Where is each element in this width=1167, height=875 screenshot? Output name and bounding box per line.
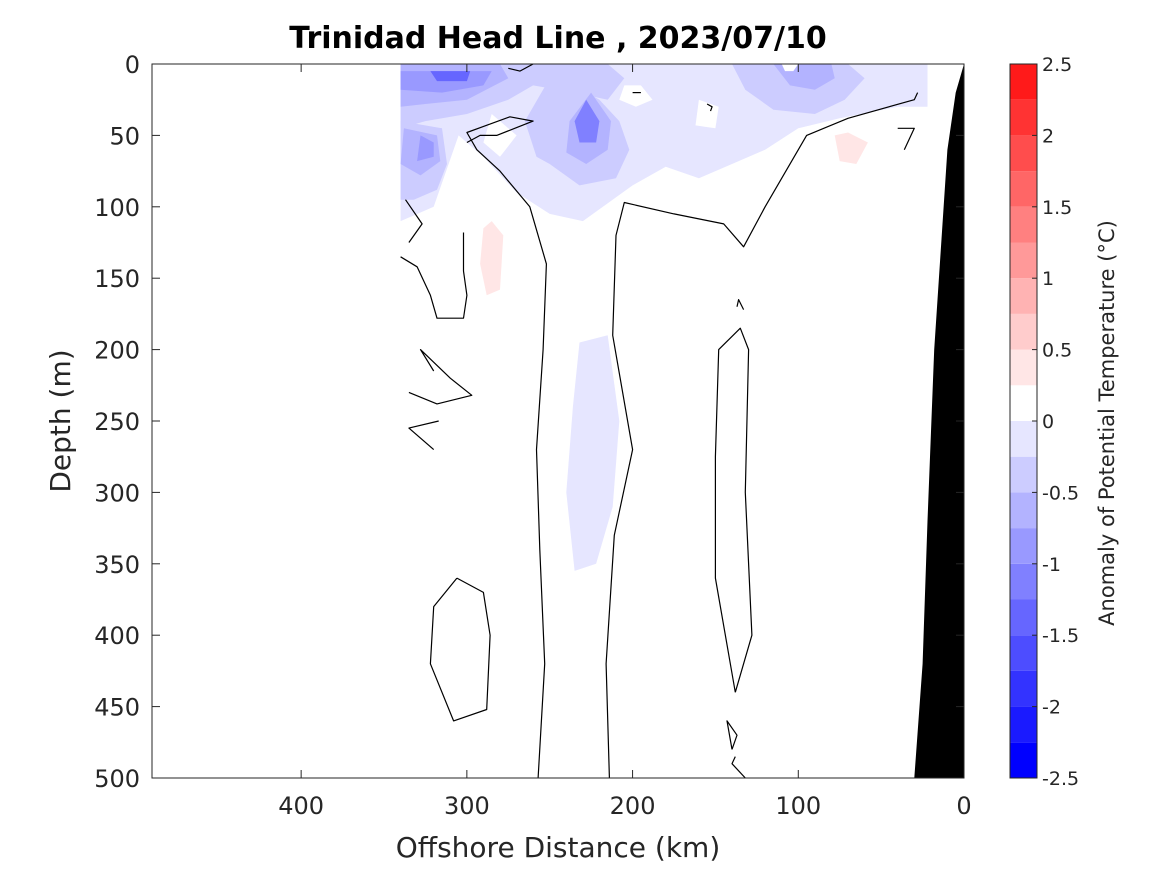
zero-contour-line [736, 299, 745, 310]
colorbar-swatch [1010, 349, 1037, 386]
anomaly-region-positive [907, 106, 951, 657]
colorbar-swatch [1010, 742, 1037, 778]
zero-contour-line [726, 720, 738, 750]
colorbar-swatch [1010, 171, 1037, 207]
anomaly-region-negative [574, 99, 600, 143]
y-tick-label: 0 [125, 51, 140, 79]
y-tick-label: 150 [94, 265, 140, 293]
zero-contour-line [605, 92, 919, 778]
anomaly-region-positive [834, 132, 868, 164]
y-tick-label: 350 [94, 551, 140, 579]
anomaly-region-positive [447, 192, 530, 564]
x-tick-label: 100 [775, 792, 821, 820]
colorbar-swatch [1010, 385, 1037, 421]
zero-contour-layer [400, 64, 919, 778]
colorbar-swatch [1010, 635, 1037, 671]
y-tick-label: 200 [94, 337, 140, 365]
y-tick-label: 250 [94, 408, 140, 436]
anomaly-region-neutral [781, 64, 799, 72]
colorbar-swatch [1010, 706, 1037, 743]
anomaly-region-negative [566, 335, 620, 571]
anomaly-region-neutral [619, 85, 653, 107]
colorbar-tick-label: 0.5 [1042, 340, 1072, 362]
colorbar-tick-label: 2 [1042, 125, 1054, 147]
colorbar-label: Anomaly of Potential Temperature (°C) [1095, 220, 1119, 626]
x-tick-label: 400 [278, 792, 324, 820]
chart-title: Trinidad Head Line , 2023/07/10 [289, 21, 826, 56]
bathymetry-layer [914, 64, 964, 778]
y-tick-label: 400 [94, 622, 140, 650]
colorbar-swatch [1010, 456, 1037, 493]
anomaly-region-negative [417, 135, 434, 162]
zero-contour-line [706, 103, 713, 112]
anomaly-region-positive [781, 185, 857, 778]
zero-contour-line [408, 420, 439, 451]
colorbar-tick-label: -0.5 [1042, 482, 1079, 504]
y-tick-label: 50 [109, 122, 140, 150]
zero-contour-line [405, 199, 423, 243]
anomaly-region-negative [430, 71, 471, 82]
colorbar-tick-label: 2.5 [1042, 54, 1072, 76]
anomaly-fill-layer [400, 64, 951, 778]
zero-contour-line [508, 64, 534, 72]
colorbar-tick-label: 1.5 [1042, 197, 1072, 219]
colorbar-tick-label: 1 [1042, 268, 1054, 290]
colorbar-swatch [1010, 242, 1037, 279]
colorbar-tick-label: -1.5 [1042, 625, 1079, 647]
colorbar-tick-label: -1 [1042, 554, 1061, 576]
colorbar-swatches [1010, 64, 1037, 778]
anomaly-region-positive [496, 692, 510, 778]
colorbar-swatch [1010, 313, 1037, 350]
anomaly-region-positive [480, 221, 504, 296]
colorbar-swatch [1010, 278, 1037, 314]
colorbar-swatch [1010, 421, 1037, 457]
colorbar-tick-label: -2 [1042, 697, 1061, 719]
colorbar-swatch [1010, 563, 1037, 600]
x-axis-label: Offshore Distance (km) [396, 831, 721, 864]
anomaly-region-positive [483, 114, 517, 157]
colorbar-tick-label: 0 [1042, 411, 1054, 433]
anomaly-region-neutral [695, 99, 719, 129]
anomaly-region-positive [625, 206, 666, 329]
colorbar-swatch [1010, 64, 1037, 100]
zero-contour-line [714, 327, 753, 693]
colorbar-swatch [1010, 99, 1037, 136]
colorbar-swatch [1010, 206, 1037, 243]
bathymetry-seafloor [914, 64, 964, 778]
zero-contour-line [400, 232, 468, 319]
x-axis: 400 300 200 100 0 [278, 64, 972, 820]
colorbar-swatch [1010, 670, 1037, 707]
y-axis-label: Depth (m) [44, 349, 77, 492]
anomaly-region-negative [400, 71, 492, 93]
y-tick-label: 500 [94, 765, 140, 793]
colorbar-swatch [1010, 135, 1037, 172]
x-tick-label: 200 [610, 792, 656, 820]
zero-contour-line [897, 127, 915, 150]
plot-area [151, 63, 965, 779]
x-tick-label: 0 [956, 792, 971, 820]
colorbar-swatch [1010, 599, 1037, 636]
x-tick-label: 300 [444, 792, 490, 820]
y-tick-label: 300 [94, 479, 140, 507]
colorbar: 2.5 2 1.5 1 0.5 0 -0.5 -1 -1.5 -2 -2.5 Anomaly of … [1009, 54, 1119, 790]
anomaly-region-positive [400, 663, 409, 736]
colorbar-swatch [1010, 492, 1037, 529]
colorbar-tick-label: -2.5 [1042, 768, 1079, 790]
colorbar-swatch [1010, 528, 1037, 564]
y-tick-label: 100 [94, 194, 140, 222]
zero-contour-line [429, 577, 491, 722]
zero-contour-line [466, 116, 548, 778]
y-axis: 0 50 100 150 200 250 300 350 400 450 500 [94, 51, 964, 793]
colorbar-ticks: 2.5 2 1.5 1 0.5 0 -0.5 -1 -1.5 -2 -2.5 [1032, 54, 1079, 790]
y-tick-label: 450 [94, 694, 140, 722]
zero-contour-line [731, 756, 746, 778]
zero-contour-line [408, 349, 473, 405]
